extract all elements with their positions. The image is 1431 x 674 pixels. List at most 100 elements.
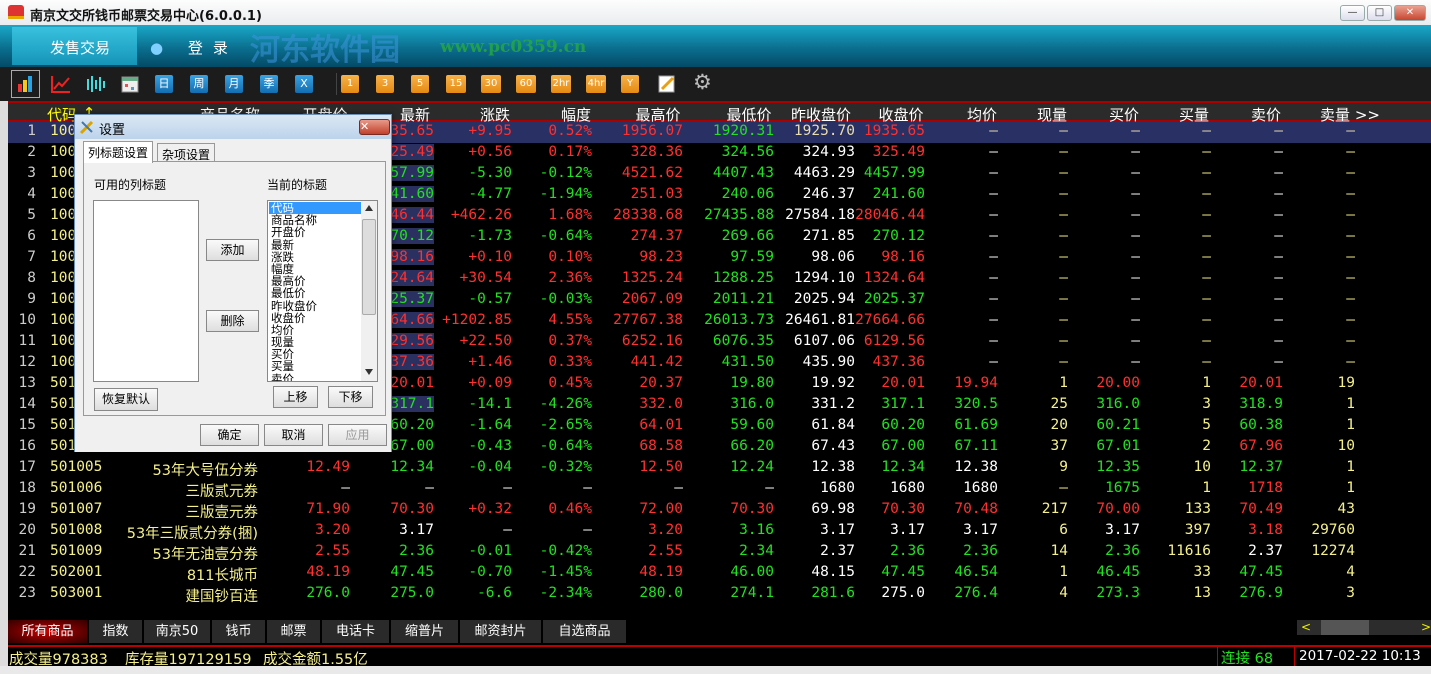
interval-button-5[interactable]: 5 [411, 75, 429, 93]
tab-column-settings[interactable]: 列标题设置 [83, 141, 154, 163]
scroll-right-arrow[interactable]: > [1421, 620, 1431, 634]
current-column-item[interactable]: 昨收盘价 [271, 298, 317, 313]
table-row[interactable]: 18 501006 三版贰元券 — — — — — — 1680 1680 1680 — 1675 1 171… [8, 479, 1431, 500]
current-column-item[interactable]: 买价 [271, 347, 294, 362]
scroll-up-arrow[interactable] [365, 205, 373, 211]
list-scrollbar[interactable] [361, 201, 377, 381]
period-button-3[interactable]: 季 [260, 75, 278, 93]
current-column-item[interactable]: 现量 [271, 335, 294, 350]
tab-primary-trading[interactable]: 发售交易 [12, 27, 137, 65]
horizontal-scrollbar[interactable]: < > [1297, 620, 1431, 635]
dialog-close-button[interactable]: ✕ [359, 119, 390, 135]
tab-2[interactable]: 南京50 [144, 620, 211, 643]
column-header-5[interactable]: 幅度 [560, 106, 592, 124]
tab-1[interactable]: 指数 [89, 620, 143, 643]
minimize-button[interactable]: — [1340, 5, 1365, 21]
delete-button[interactable]: 删除 [206, 310, 259, 332]
tab-7[interactable]: 邮资封片 [460, 620, 542, 643]
table-row[interactable]: 22 502001 811长城币 48.19 47.45 -0.70 -1.45% 48.19… [8, 563, 1431, 584]
column-header-6[interactable]: 最高价 [635, 106, 681, 124]
column-header-8[interactable]: 昨收盘价 [790, 106, 852, 124]
current-column-item[interactable]: 最高价 [271, 274, 306, 289]
current-column-item[interactable]: 收盘价 [271, 310, 306, 325]
current-column-item[interactable]: 卖价 [271, 371, 294, 382]
cancel-button[interactable]: 取消 [264, 424, 323, 446]
table-row[interactable]: 13 501 20.01 +0.09 0.45% 20.37 19.80 19.92 20.01… [8, 374, 1431, 395]
scroll-thumb[interactable] [1321, 620, 1369, 635]
tab-4[interactable]: 邮票 [267, 620, 321, 643]
list-scroll-thumb[interactable] [362, 219, 376, 315]
period-button-4[interactable]: X [295, 75, 313, 93]
table-row[interactable]: 4 100 241.60 -4.77 -1.94% 251.03 240.06 246.37 2… [8, 185, 1431, 206]
table-row[interactable]: 15 501 60.20 -1.64 -2.65% 64.01 59.60 61.84 60.2… [8, 416, 1431, 437]
table-row[interactable]: 19 501007 三版壹元券 71.90 70.30 +0.32 0.46% 72.00 70… [8, 500, 1431, 521]
gear-icon[interactable]: ⚙ [693, 70, 712, 94]
column-header-12[interactable]: 买价 [1108, 106, 1140, 124]
table-row[interactable]: 6 100 270.12 -1.73 -0.64% 274.37 269.66 271.85 2… [8, 227, 1431, 248]
table-row[interactable]: 12 100 437.36 +1.46 0.33% 441.42 431.50 435.90 4… [8, 353, 1431, 374]
table-row[interactable]: 16 501 67.00 -0.43 -0.64% 68.58 66.20 67.43 67.0… [8, 437, 1431, 458]
scroll-down-arrow[interactable] [365, 369, 373, 375]
current-column-item[interactable]: 涨跌 [271, 249, 294, 264]
current-column-item[interactable]: 最低价 [271, 286, 306, 301]
current-column-item[interactable]: 最新 [271, 237, 294, 252]
available-columns-list[interactable] [93, 200, 199, 382]
table-row[interactable]: 2 100 325.49 +0.56 0.17% 328.36 324.56 324.93 32… [8, 143, 1431, 164]
tab-8[interactable]: 自选商品 [543, 620, 627, 643]
interval-button-4hr[interactable]: 4hr [586, 75, 606, 93]
apply-button[interactable]: 应用 [328, 424, 387, 446]
period-button-1[interactable]: 周 [190, 75, 208, 93]
notepad-icon[interactable] [658, 75, 676, 93]
close-button[interactable]: ✕ [1394, 5, 1426, 21]
period-button-0[interactable]: 日 [155, 75, 173, 93]
tab-3[interactable]: 钱币 [212, 620, 266, 643]
column-header-4[interactable]: 涨跌 [479, 106, 511, 124]
period-button-2[interactable]: 月 [225, 75, 243, 93]
maximize-button[interactable]: □ [1367, 5, 1392, 21]
tab-misc-settings[interactable]: 杂项设置 [157, 143, 216, 163]
tab-0[interactable]: 所有商品 [8, 620, 88, 643]
current-column-item[interactable]: 商品名称 [271, 213, 317, 228]
interval-button-2hr[interactable]: 2hr [551, 75, 571, 93]
interval-button-60[interactable]: 60 [516, 75, 536, 93]
current-columns-list[interactable]: 代码 商品名称 开盘价 最新 涨跌 幅度 最高价 最低价 昨收盘价 收盘价 均价 现量 买价 买量 卖价 [267, 200, 378, 382]
add-button[interactable]: 添加 [206, 239, 259, 261]
column-header-9[interactable]: 收盘价 [878, 106, 924, 124]
move-down-button[interactable]: 下移 [328, 386, 373, 408]
interval-button-Y[interactable]: Y [621, 75, 639, 93]
current-column-item[interactable]: 开盘价 [271, 225, 306, 240]
dialog-title-bar[interactable]: 设置 ✕ [75, 115, 391, 139]
column-header-13[interactable]: 买量 [1178, 106, 1210, 124]
current-column-item[interactable]: 代码 [269, 202, 361, 215]
candlestick-icon[interactable] [85, 74, 107, 94]
current-column-item[interactable]: 买量 [271, 359, 294, 374]
tab-5[interactable]: 电话卡 [322, 620, 390, 643]
column-header-14[interactable]: 卖价 [1250, 106, 1282, 124]
ok-button[interactable]: 确定 [200, 424, 259, 446]
restore-default-button[interactable]: 恢复默认 [94, 388, 158, 411]
scroll-left-arrow[interactable]: < [1301, 620, 1312, 634]
column-header-11[interactable]: 现量 [1036, 106, 1068, 124]
interval-button-3[interactable]: 3 [376, 75, 394, 93]
table-row[interactable]: 20 501008 53年三版贰分券(捆) 3.20 3.17 — — 3.20 3.16 3.1… [8, 521, 1431, 542]
column-header-10[interactable]: 均价 [966, 106, 998, 124]
table-row[interactable]: 7 100 98.16 +0.10 0.10% 98.23 97.59 98.06 98.16 —… [8, 248, 1431, 269]
table-row[interactable]: 21 501009 53年无油壹分券 2.55 2.36 -0.01 -0.42% 2.55 2… [8, 542, 1431, 563]
column-header-3[interactable]: 最新 [399, 106, 431, 124]
interval-button-1[interactable]: 1 [341, 75, 359, 93]
interval-button-15[interactable]: 15 [446, 75, 466, 93]
calendar-icon[interactable] [121, 75, 139, 93]
table-row[interactable]: 17 501005 53年大号伍分券 12.49 12.34 -0.04 -0.32% 12.… [8, 458, 1431, 479]
tab-6[interactable]: 缩普片 [391, 620, 459, 643]
login-button[interactable]: ● 登录 [150, 37, 238, 58]
column-header-0[interactable]: 代码 [46, 106, 78, 124]
bar-chart-button[interactable] [11, 70, 40, 98]
table-row[interactable]: 23 503001 建国钞百连 276.0 275.0 -6.6 -2.34% 280.0 27… [8, 584, 1431, 605]
column-header-15[interactable]: 卖量 >> [1320, 106, 1380, 124]
column-header-7[interactable]: 最低价 [726, 106, 772, 124]
table-row[interactable]: 14 501 317.1 -14.1 -4.26% 332.0 316.0 331.2 317.… [8, 395, 1431, 416]
line-chart-icon[interactable] [50, 74, 72, 94]
current-column-item[interactable]: 幅度 [271, 261, 294, 276]
interval-button-30[interactable]: 30 [481, 75, 501, 93]
move-up-button[interactable]: 上移 [273, 386, 318, 408]
